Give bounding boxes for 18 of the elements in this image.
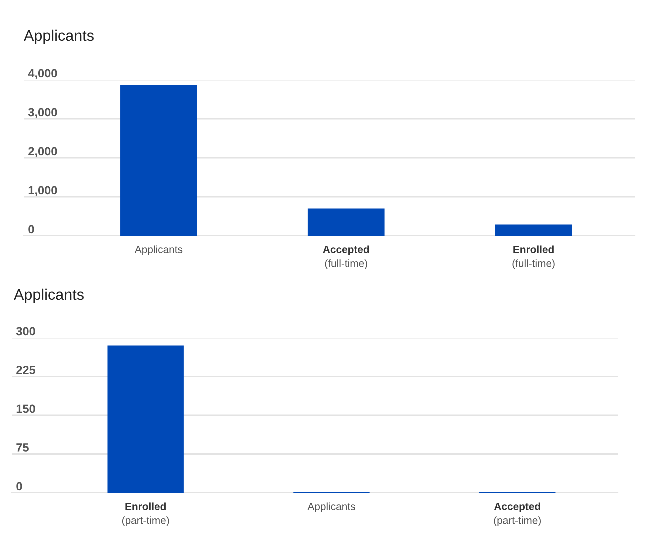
y-tick-label: 1,000 [28, 186, 58, 196]
y-tick-label: 0 [16, 482, 22, 491]
y-tick-label: 3,000 [28, 108, 58, 118]
y-tick-label: 225 [16, 366, 36, 374]
x-tick-label: Accepted (full-time) [323, 246, 370, 270]
x-tick-label: Enrolled (full-time) [512, 246, 555, 270]
y-tick-label: 150 [16, 404, 36, 414]
y-tick-label: 2,000 [28, 147, 58, 158]
chart-title: Applicants [24, 30, 94, 44]
x-tick-label: Applicants [134, 246, 183, 256]
chart-title: Applicants [14, 288, 84, 304]
x-tick-label: Applicants [308, 502, 356, 512]
x-tick-label: Enrolled (part-time) [122, 502, 170, 526]
y-tick-label: 75 [16, 444, 29, 452]
x-tick-label: Accepted (part-time) [494, 502, 541, 526]
y-tick-label: 0 [28, 225, 34, 234]
y-tick-label: 4,000 [28, 69, 58, 80]
y-tick-label: 300 [16, 327, 36, 336]
